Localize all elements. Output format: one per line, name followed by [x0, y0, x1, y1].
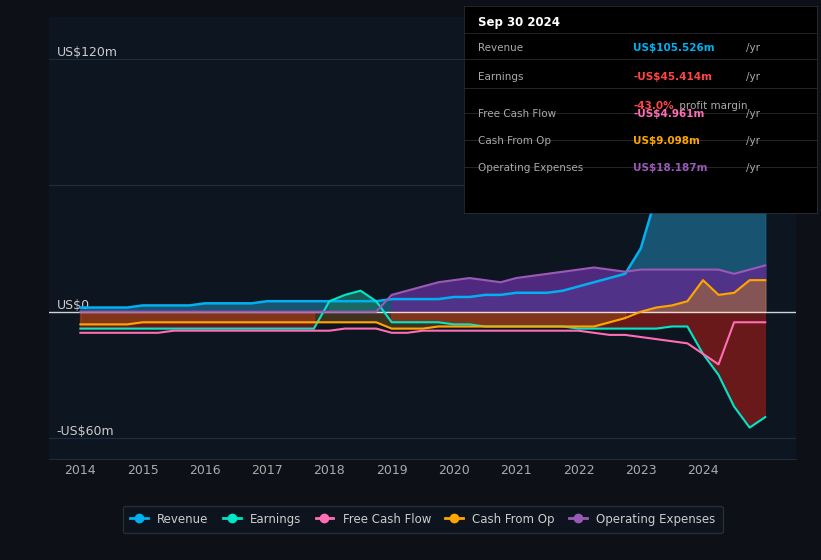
Text: Sep 30 2024: Sep 30 2024 [478, 16, 560, 29]
Text: US$105.526m: US$105.526m [633, 43, 715, 53]
Text: profit margin: profit margin [676, 101, 747, 111]
Text: -43.0%: -43.0% [633, 101, 674, 111]
Text: /yr: /yr [746, 72, 760, 82]
Text: Operating Expenses: Operating Expenses [478, 163, 583, 173]
Text: /yr: /yr [746, 43, 760, 53]
Text: US$18.187m: US$18.187m [633, 163, 708, 173]
Text: US$120m: US$120m [57, 46, 117, 59]
Text: /yr: /yr [746, 109, 760, 119]
Text: Revenue: Revenue [478, 43, 523, 53]
Text: Cash From Op: Cash From Op [478, 136, 551, 146]
Legend: Revenue, Earnings, Free Cash Flow, Cash From Op, Operating Expenses: Revenue, Earnings, Free Cash Flow, Cash … [123, 506, 722, 533]
Text: US$9.098m: US$9.098m [633, 136, 700, 146]
Text: /yr: /yr [746, 136, 760, 146]
Text: -US$4.961m: -US$4.961m [633, 109, 704, 119]
Text: /yr: /yr [746, 163, 760, 173]
Text: Free Cash Flow: Free Cash Flow [478, 109, 556, 119]
Text: -US$45.414m: -US$45.414m [633, 72, 713, 82]
Text: -US$60m: -US$60m [57, 425, 114, 438]
Text: US$0: US$0 [57, 298, 89, 312]
Text: Earnings: Earnings [478, 72, 524, 82]
